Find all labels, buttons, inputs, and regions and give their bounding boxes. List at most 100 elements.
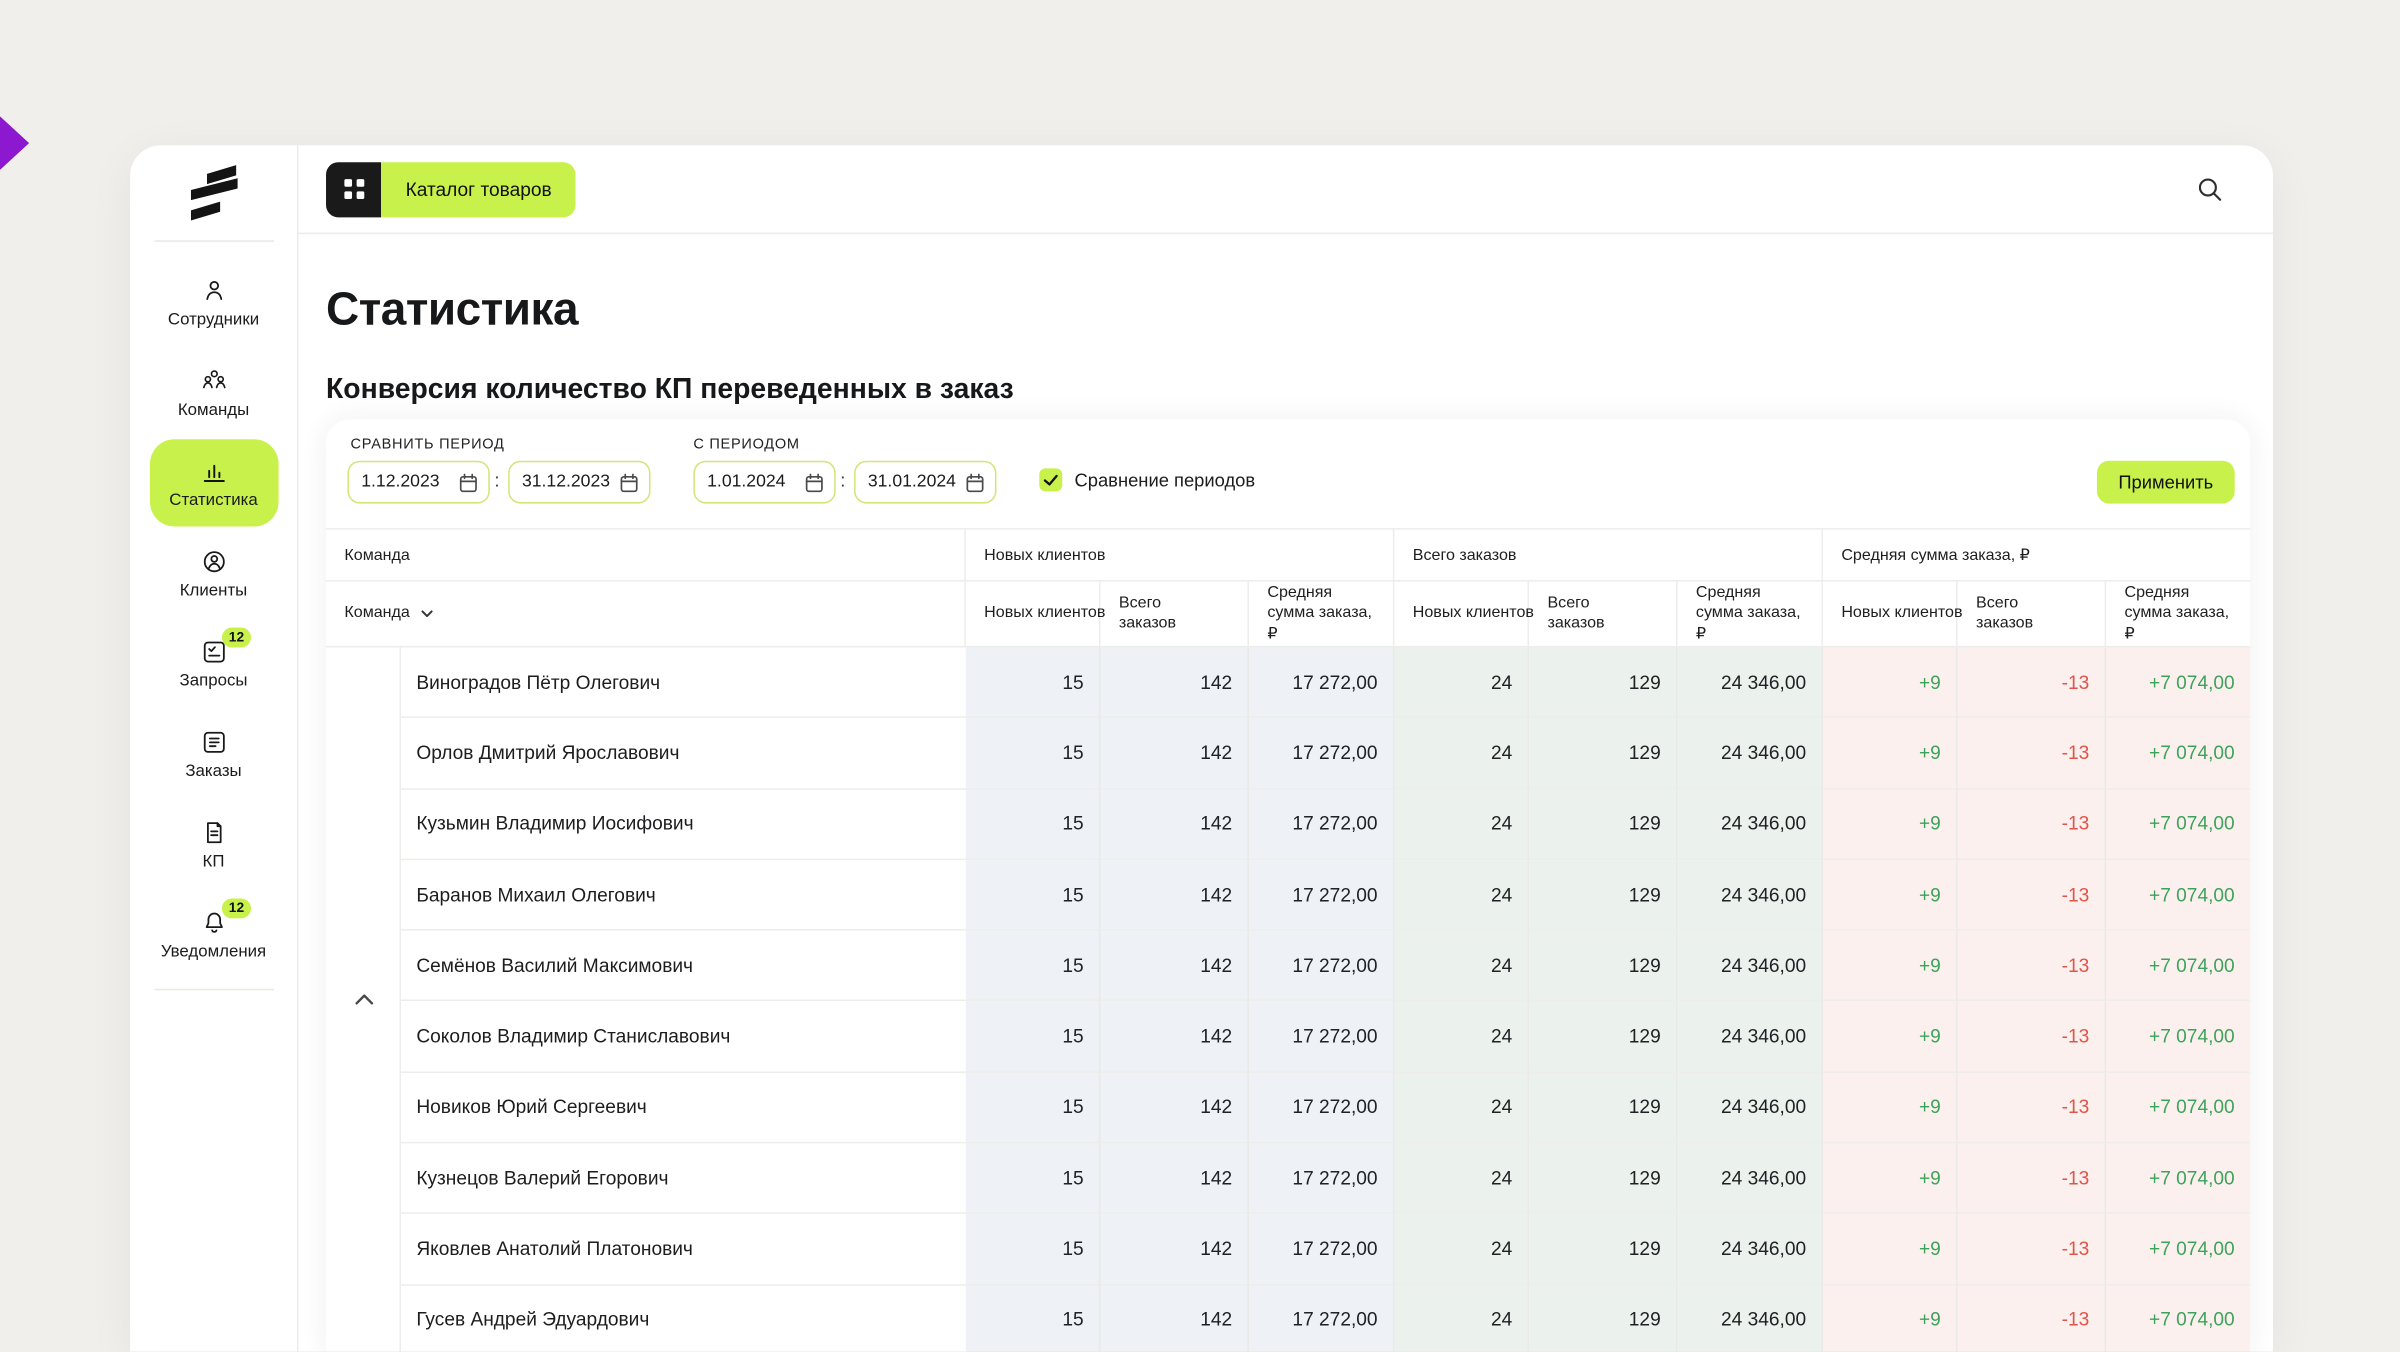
requests-icon: 12 — [198, 637, 229, 668]
period2-from-value: 1.01.2024 — [707, 473, 799, 491]
period2-total-orders-cell: 129 — [1529, 647, 1677, 718]
table-row: Гусев Андрей Эдуардович 15 142 17 272,00… — [326, 1285, 2250, 1351]
apply-button[interactable]: Применить — [2097, 461, 2235, 504]
sidebar-item-statistics[interactable]: Статистика — [149, 439, 278, 526]
team-column-sort[interactable]: Команда — [326, 582, 966, 646]
period1-total-orders-cell: 142 — [1101, 931, 1249, 1002]
grid-icon — [344, 179, 364, 199]
sidebar-item-label: Уведомления — [161, 943, 266, 961]
person-icon — [198, 276, 229, 307]
search-button[interactable] — [2190, 171, 2227, 208]
catalog-button[interactable]: Каталог товаров — [381, 161, 576, 216]
diff-avg-sum-cell: +7 074,00 — [2106, 931, 2250, 1002]
subheader-cell: Новых клиентов — [1823, 582, 1958, 646]
sidebar-item-teams[interactable]: Команды — [149, 347, 278, 437]
diff-avg-sum-cell: +7 074,00 — [2106, 789, 2250, 860]
period1-to-input[interactable]: 31.12.2023 — [508, 461, 650, 504]
group-header-period2: Всего заказов — [1394, 530, 1823, 581]
diff-total-orders-cell: -13 — [1958, 1002, 2106, 1073]
sidebar-item-label: Команды — [178, 401, 249, 419]
period1-avg-sum-cell: 17 272,00 — [1249, 1285, 1394, 1351]
period1-avg-sum-cell: 17 272,00 — [1249, 789, 1394, 860]
period2-avg-sum-cell: 24 346,00 — [1678, 860, 1823, 931]
sidebar-item-label: Статистика — [169, 491, 257, 509]
period1-new-clients-cell: 15 — [966, 1285, 1101, 1351]
row-gutter — [326, 1285, 399, 1351]
date-separator: : — [494, 470, 499, 491]
calendar-icon — [620, 472, 638, 492]
chevron-up-icon — [354, 992, 375, 1007]
team-member-name: Баранов Михаил Олегович — [399, 860, 965, 931]
diff-avg-sum-cell: +7 074,00 — [2106, 647, 2250, 718]
collapse-group-button[interactable] — [352, 987, 376, 1011]
sidebar-item-requests[interactable]: 12 Запросы — [149, 618, 278, 708]
diff-new-clients-cell: +9 — [1823, 1002, 1958, 1073]
period2-new-clients-cell: 24 — [1394, 1143, 1529, 1214]
period1-avg-sum-cell: 17 272,00 — [1249, 718, 1394, 789]
sidebar-item-label: КП — [203, 853, 225, 871]
calendar-icon — [459, 472, 477, 492]
period2-new-clients-cell: 24 — [1394, 1002, 1529, 1073]
diff-new-clients-cell: +9 — [1823, 718, 1958, 789]
client-icon — [198, 546, 229, 577]
period2-from-input[interactable]: 1.01.2024 — [693, 461, 835, 504]
period2-avg-sum-cell: 24 346,00 — [1678, 1002, 1823, 1073]
period1-from-value: 1.12.2023 — [361, 473, 453, 491]
diff-avg-sum-cell: +7 074,00 — [2106, 1214, 2250, 1285]
diff-avg-sum-cell: +7 074,00 — [2106, 860, 2250, 931]
sidebar: Сотрудники Команды — [130, 145, 298, 1351]
diff-avg-sum-cell: +7 074,00 — [2106, 1143, 2250, 1214]
row-gutter — [326, 1002, 399, 1073]
period1-total-orders-cell: 142 — [1101, 647, 1249, 718]
period1-avg-sum-cell: 17 272,00 — [1249, 1143, 1394, 1214]
sidebar-item-clients[interactable]: Клиенты — [149, 528, 278, 618]
sidebar-item-orders[interactable]: Заказы — [149, 709, 278, 799]
diff-total-orders-cell: -13 — [1958, 1073, 2106, 1144]
team-member-name: Семёнов Василий Максимович — [399, 931, 965, 1002]
compare-periods-checkbox-row[interactable]: Сравнение периодов — [1039, 468, 1255, 491]
period2-to-value: 31.01.2024 — [868, 473, 960, 491]
group-header-team: Команда — [326, 530, 966, 581]
period2-new-clients-cell: 24 — [1394, 1073, 1529, 1144]
period2-new-clients-cell: 24 — [1394, 860, 1529, 931]
sidebar-item-kp[interactable]: КП — [149, 799, 278, 889]
period2-new-clients-cell: 24 — [1394, 647, 1529, 718]
sidebar-item-notifications[interactable]: 12 Уведомления — [149, 889, 278, 979]
subheader-cell: Всего заказов — [1529, 582, 1677, 646]
diff-total-orders-cell: -13 — [1958, 647, 2106, 718]
period2-new-clients-cell: 24 — [1394, 718, 1529, 789]
diff-new-clients-cell: +9 — [1823, 1285, 1958, 1351]
period1-new-clients-cell: 15 — [966, 1073, 1101, 1144]
diff-new-clients-cell: +9 — [1823, 789, 1958, 860]
period2-new-clients-cell: 24 — [1394, 1285, 1529, 1351]
diff-new-clients-cell: +9 — [1823, 1214, 1958, 1285]
orders-icon — [198, 727, 229, 758]
period1-avg-sum-cell: 17 272,00 — [1249, 860, 1394, 931]
group-header-period1: Новых клиентов — [966, 530, 1395, 581]
sidebar-bottom-divider — [154, 989, 273, 991]
period1-new-clients-cell: 15 — [966, 860, 1101, 931]
period1-total-orders-cell: 142 — [1101, 1285, 1249, 1351]
period1-from-input[interactable]: 1.12.2023 — [347, 461, 489, 504]
diff-avg-sum-cell: +7 074,00 — [2106, 1285, 2250, 1351]
search-icon — [2196, 176, 2222, 202]
period2-new-clients-cell: 24 — [1394, 1214, 1529, 1285]
statistics-panel: СРАВНИТЬ ПЕРИОД С ПЕРИОДОМ 1.12.2023 : 3… — [326, 419, 2250, 1351]
period2-new-clients-cell: 24 — [1394, 789, 1529, 860]
sidebar-item-label: Сотрудники — [168, 311, 259, 329]
page-stage: Сотрудники Команды — [0, 0, 2400, 1352]
table-body: Виноградов Пётр Олегович 15 142 17 272,0… — [326, 647, 2250, 1351]
period1-total-orders-cell: 142 — [1101, 860, 1249, 931]
period2-to-input[interactable]: 31.01.2024 — [854, 461, 996, 504]
compare-periods-checkbox[interactable] — [1039, 468, 1062, 491]
grid-menu-button[interactable] — [326, 161, 381, 216]
diff-new-clients-cell: +9 — [1823, 1143, 1958, 1214]
table-subheader-row: Команда Новых клиентов Всего заказов Сре… — [326, 582, 2250, 648]
subheader-cell: Средняя сумма заказа, ₽ — [1249, 582, 1394, 646]
team-member-name: Новиков Юрий Сергеевич — [399, 1073, 965, 1144]
period1-new-clients-cell: 15 — [966, 789, 1101, 860]
calendar-icon — [966, 472, 984, 492]
table-row: Новиков Юрий Сергеевич 15 142 17 272,00 … — [326, 1073, 2250, 1144]
sidebar-item-employees[interactable]: Сотрудники — [149, 257, 278, 347]
period2-total-orders-cell: 129 — [1529, 1143, 1677, 1214]
